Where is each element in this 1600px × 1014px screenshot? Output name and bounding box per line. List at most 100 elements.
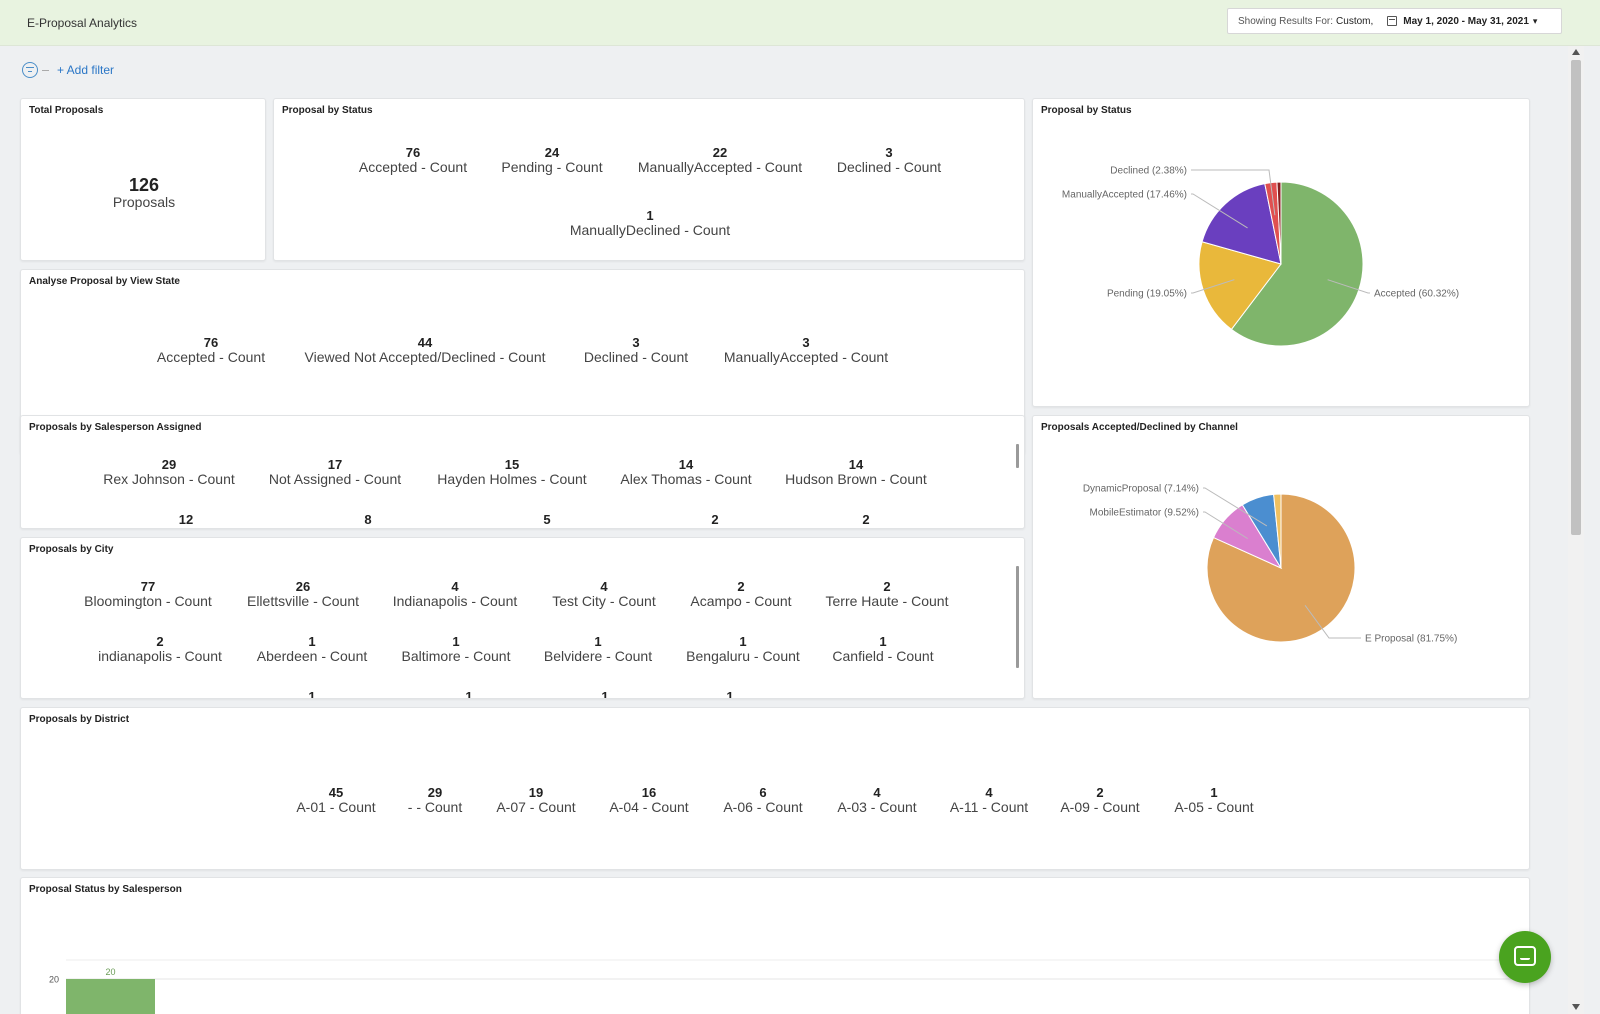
chevron-down-icon[interactable]: ▾ (1532, 15, 1538, 26)
pie-slice-label: Declined (2.38%) (1110, 166, 1187, 177)
metric: 1 Belvidere - Count (544, 635, 652, 664)
metric-label: Rex Johnson - Count (103, 471, 235, 487)
metric-value: 2 (883, 579, 891, 594)
metric-label: Aberdeen - Count (256, 648, 368, 664)
metric-label: A-07 - Count (496, 799, 576, 815)
metric-label: Declined - Count (583, 349, 689, 365)
metric-value: 2 (862, 512, 870, 527)
proposal-by-status-card: Proposal by Status 76 Accepted - Count 24… (273, 98, 1025, 261)
scroll-up-arrow-icon[interactable] (1572, 49, 1580, 55)
metric: 1 Bengaluru - Count (686, 635, 800, 664)
metric: 3 Declined - Count (837, 146, 941, 175)
metric-value: 12 (178, 512, 194, 527)
metric-value: 1 (646, 208, 654, 223)
status-bar-chart: 2015 20 (49, 959, 1521, 1014)
total-proposals-card: Total Proposals 126 Proposals (20, 98, 266, 261)
metric-label: A-06 - Count (723, 799, 803, 815)
metric-label: A-03 - Count (837, 799, 917, 815)
metric: 1 (465, 690, 472, 699)
metric-value: 1 (879, 634, 887, 649)
page-scrollbar[interactable] (1568, 46, 1584, 1014)
metric-value: 1 (739, 634, 747, 649)
metric: 29 Rex Johnson - Count (103, 458, 235, 487)
metric-value: 15 (504, 457, 520, 472)
pie-slice-label: ManuallyAccepted (17.46%) (1062, 190, 1187, 201)
metric-value: 76 (203, 335, 219, 350)
metric-label: Hayden Holmes - Count (437, 471, 587, 487)
metric: 2 Acampo - Count (690, 580, 791, 609)
metric-value: 3 (802, 335, 810, 350)
metric-label: ManuallyAccepted - Count (723, 349, 889, 365)
metric-value: 6 (759, 785, 767, 800)
metric: 1 (726, 690, 733, 699)
chat-icon (1514, 946, 1536, 966)
pie-leader-line (1191, 169, 1276, 216)
card-title: Proposals by District (29, 714, 130, 725)
filter-icon[interactable] (22, 62, 38, 78)
metric-label: A-09 - Count (1060, 799, 1140, 815)
divider (42, 69, 49, 71)
chat-launcher-button[interactable] (1499, 931, 1551, 983)
metric-value: 1 (465, 689, 473, 699)
pie-leader-line (1203, 487, 1268, 527)
date-range-value[interactable]: May 1, 2020 - May 31, 2021 (1403, 15, 1529, 27)
metric-label: Indianapolis - Count (392, 593, 518, 609)
metric: 1 Aberdeen - Count (257, 635, 368, 664)
bar[interactable] (66, 979, 155, 1014)
metric-label: Acampo - Count (690, 593, 792, 609)
metric: 45 A-01 - Count (296, 786, 375, 815)
pie-leader-line (1191, 279, 1235, 294)
metric: 14 Alex Thomas - Count (620, 458, 751, 487)
scrollbar-thumb[interactable] (1571, 60, 1581, 535)
metric: 76 Accepted - Count (359, 146, 467, 175)
pie-leader-line (1327, 279, 1370, 294)
pie-slice[interactable] (1276, 181, 1282, 265)
metric: 1 ManuallyDeclined - Count (570, 209, 730, 238)
inner-scrollbar[interactable] (1016, 444, 1019, 468)
metric-value: 45 (328, 785, 344, 800)
metric-label: Ellettsville - Count (246, 593, 360, 609)
header-bar: E-Proposal Analytics Showing Results For… (0, 0, 1600, 46)
pie-leader-line (1304, 605, 1361, 639)
metric-value: 17 (327, 457, 343, 472)
metric-value: 4 (985, 785, 993, 800)
dashboard-content: + Add filter Total Proposals 126 Proposa… (0, 46, 1568, 1014)
pie-slice[interactable] (1273, 493, 1282, 569)
metric-label: Baltimore - Count (401, 648, 511, 664)
metric-label: - - Count (407, 799, 463, 815)
card-title: Proposal by Status (282, 105, 373, 116)
metric-value: 1 (452, 634, 460, 649)
metric: 2 (711, 513, 718, 527)
metric-value: 14 (848, 457, 864, 472)
add-filter-button[interactable]: + Add filter (57, 63, 115, 77)
metric-value: 24 (544, 145, 560, 160)
metric-value: 1 (601, 689, 609, 699)
metric-label: Declined - Count (836, 159, 942, 175)
metric-label: A-05 - Count (1174, 799, 1254, 815)
district-card: Proposals by District 45 A-01 - Count 29-… (20, 707, 1530, 870)
metric: 3 ManuallyAccepted - Count (724, 336, 888, 365)
pie-leader-line (1191, 193, 1248, 229)
metric-label: Viewed Not Accepted/Declined - Count (304, 349, 546, 365)
status-by-salesperson-card: Proposal Status by Salesperson 2015 20 (20, 877, 1530, 1014)
pie-slice-label: DynamicProposal (7.14%) (1083, 484, 1199, 495)
inner-scrollbar[interactable] (1016, 566, 1019, 668)
metric-label: Alex Thomas - Count (620, 471, 752, 487)
metric: 22 ManuallyAccepted - Count (638, 146, 802, 175)
calendar-icon (1387, 16, 1398, 26)
metric: 8 (364, 513, 371, 527)
scroll-down-arrow-icon[interactable] (1572, 1004, 1580, 1010)
metric: 1 A-05 - Count (1174, 786, 1253, 815)
metric: 2 (862, 513, 869, 527)
metric-value: 22 (712, 145, 728, 160)
metric: 1 Canfield - Count (832, 635, 933, 664)
date-range-picker[interactable]: Showing Results For: Custom, May 1, 2020… (1227, 8, 1562, 34)
metric: 19 A-07 - Count (496, 786, 575, 815)
card-title: Proposals by Salesperson Assigned (29, 422, 202, 433)
metric-value: 77 (140, 579, 156, 594)
metric-value: 26 (295, 579, 311, 594)
metric-label: Canfield - Count (832, 648, 934, 664)
showing-results-value: Custom, (1336, 15, 1374, 27)
card-title: Proposal by Status (1041, 105, 1132, 116)
metric: 4 Indianapolis - Count (393, 580, 518, 609)
